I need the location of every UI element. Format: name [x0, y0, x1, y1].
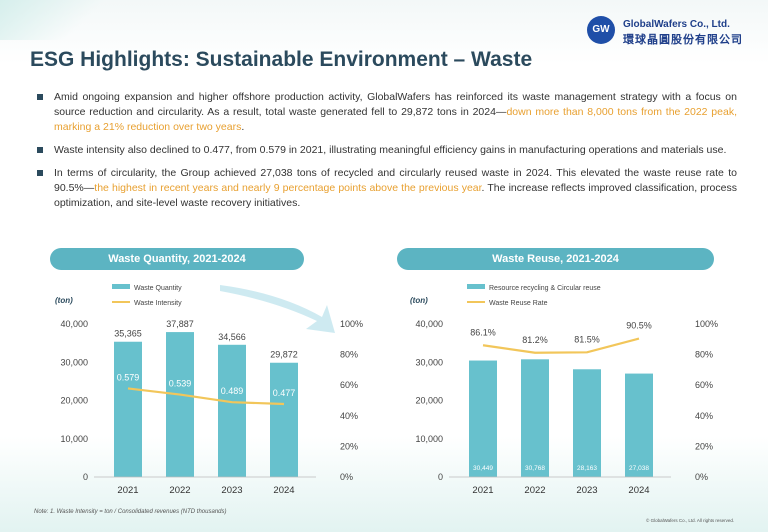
x-tick-label: 2023 — [221, 485, 242, 496]
footnote: Note: 1. Waste Intensity = ton / Consoli… — [34, 509, 227, 515]
y-tick-label: 40,000 — [60, 319, 88, 329]
y-tick-label: 20,000 — [60, 396, 88, 406]
y2-tick-label: 60% — [340, 380, 358, 390]
bullet-text: Waste intensity also declined to 0.477, … — [54, 144, 727, 156]
bullet-text: In terms of circularity, the Group achie… — [54, 167, 737, 194]
y-axis-unit: (ton) — [55, 296, 73, 305]
y2-tick-label: 40% — [695, 411, 713, 421]
waste-reuse-chart: Resource recycling & Circular reuse Waste… — [410, 284, 718, 496]
bullet-list: Amid ongoing expansion and higher offsho… — [37, 90, 737, 219]
bullet-circularity: In terms of circularity, the Group achie… — [37, 166, 737, 211]
line-label: 0.539 — [169, 379, 192, 389]
waste-reuse-chart-title: Waste Reuse, 2021-2024 — [397, 248, 714, 270]
legend-label-bar: Waste Quantity — [134, 285, 182, 292]
corner-decoration — [0, 0, 110, 40]
waste-quantity-chart: Waste Quantity Waste Intensity (ton) 0 10,00… — [55, 284, 363, 496]
y2-tick-label: 0% — [340, 472, 353, 482]
y2-tick-label: 0% — [695, 472, 708, 482]
y-tick-label: 40,000 — [415, 319, 443, 329]
x-tick-label: 2023 — [576, 485, 597, 496]
x-tick-label: 2024 — [628, 485, 649, 496]
bar-2024 — [625, 373, 653, 477]
bullet-waste-reduction: Amid ongoing expansion and higher offsho… — [37, 90, 737, 135]
bar-label: 29,872 — [270, 350, 298, 360]
line-label: 0.579 — [117, 372, 140, 382]
legend-label-line: Waste Reuse Rate — [489, 300, 548, 307]
y2-tick-label: 60% — [695, 380, 713, 390]
line-label: 81.2% — [522, 335, 548, 345]
y2-tick-label: 80% — [340, 350, 358, 360]
y2-tick-label: 100% — [695, 319, 718, 329]
line-label: 0.477 — [273, 388, 296, 398]
line-series — [482, 337, 640, 354]
line-label: 0.489 — [221, 386, 244, 396]
y-tick-label: 0 — [83, 472, 88, 482]
page-title: ESG Highlights: Sustainable Environment … — [30, 48, 533, 71]
bar-2024 — [270, 362, 298, 477]
legend-label-bar: Resource recycling & Circular reuse — [489, 285, 601, 292]
company-logo: GW GlobalWafers Co., Ltd. 環球晶圓股份有限公司 — [587, 16, 747, 48]
y2-tick-label: 80% — [695, 350, 713, 360]
bar-2021 — [469, 360, 497, 477]
x-tick-label: 2021 — [472, 485, 493, 496]
bar-2022 — [166, 332, 194, 477]
bullet-highlight: the highest in recent years and nearly 9… — [94, 182, 482, 194]
logo-name-en: GlobalWafers Co., Ltd. — [623, 19, 730, 30]
waste-quantity-chart-title: Waste Quantity, 2021-2024 — [50, 248, 304, 270]
line-series — [127, 387, 285, 406]
y-tick-label: 20,000 — [415, 396, 443, 406]
legend-swatch-bar — [112, 284, 130, 289]
y-tick-label: 10,000 — [60, 434, 88, 444]
bar-2022 — [521, 359, 549, 477]
bullet-text: Amid ongoing expansion and higher offsho… — [54, 91, 737, 118]
x-tick-label: 2022 — [524, 485, 545, 496]
copyright: © GlobalWafers Co., Ltd. All rights rese… — [646, 518, 735, 523]
bar-label: 30,768 — [525, 465, 545, 472]
y2-tick-label: 40% — [340, 411, 358, 421]
bar-2023 — [218, 344, 246, 477]
x-tick-label: 2022 — [169, 485, 190, 496]
y2-tick-label: 100% — [340, 319, 363, 329]
x-tick-label: 2024 — [273, 485, 294, 496]
bullet-tail: . The increase reflects improved classif… — [54, 182, 737, 209]
decorative-arrow — [220, 285, 335, 333]
y-tick-label: 30,000 — [60, 357, 88, 367]
bullet-waste-intensity: Waste intensity also declined to 0.477, … — [37, 143, 737, 158]
logo-name-zh: 環球晶圓股份有限公司 — [623, 34, 743, 46]
y-tick-label: 0 — [438, 472, 443, 482]
y2-tick-label: 20% — [340, 441, 358, 451]
bar-2021 — [114, 341, 142, 477]
bar-label: 35,365 — [114, 329, 142, 339]
legend-swatch-bar — [467, 284, 485, 289]
bar-label: 34,566 — [218, 332, 246, 342]
bar-label: 37,887 — [166, 319, 194, 329]
bullet-highlight: down more than 8,000 tons from the 2022 … — [54, 106, 737, 133]
line-label: 90.5% — [626, 321, 652, 331]
y-axis-unit: (ton) — [410, 296, 428, 305]
bar-label: 27,038 — [629, 465, 649, 472]
line-label: 81.5% — [574, 334, 600, 344]
y-tick-label: 30,000 — [415, 357, 443, 367]
y-tick-label: 10,000 — [415, 434, 443, 444]
x-tick-label: 2021 — [117, 485, 138, 496]
y2-tick-label: 20% — [695, 441, 713, 451]
line-label: 86.1% — [470, 327, 496, 337]
legend-label-line: Waste Intensity — [134, 300, 182, 307]
logo-mark: GW — [587, 16, 615, 44]
bar-label: 28,163 — [577, 465, 597, 472]
bar-label: 30,449 — [473, 465, 493, 472]
bar-2023 — [573, 369, 601, 477]
bullet-tail: . — [241, 121, 245, 133]
